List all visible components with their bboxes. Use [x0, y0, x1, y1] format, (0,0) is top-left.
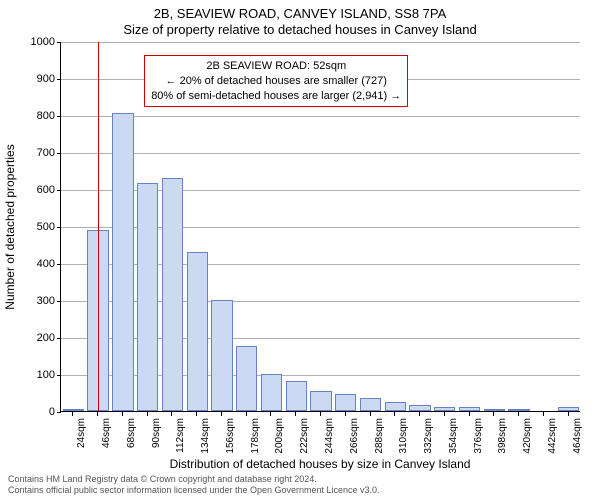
xtick-mark [72, 412, 73, 416]
bar [236, 346, 257, 411]
ytick-label: 900 [15, 73, 55, 85]
xtick-mark [444, 412, 445, 416]
ytick-label: 1000 [15, 36, 55, 48]
ytick-label: 600 [15, 184, 55, 196]
xtick-mark [270, 412, 271, 416]
xtick-label: 266sqm [349, 418, 360, 454]
xtick-mark [171, 412, 172, 416]
xtick-label: 68sqm [126, 418, 137, 448]
bar [211, 300, 232, 411]
ytick-mark [57, 412, 61, 413]
xtick-mark [370, 412, 371, 416]
bar [434, 407, 455, 411]
ytick-label: 500 [15, 221, 55, 233]
footer-line2: Contains official public sector informat… [8, 485, 380, 496]
ytick-mark [57, 227, 61, 228]
bar [360, 398, 381, 411]
bar [187, 252, 208, 411]
xtick-mark [320, 412, 321, 416]
xtick-label: 376sqm [473, 418, 484, 454]
xtick-label: 420sqm [522, 418, 533, 454]
ytick-mark [57, 79, 61, 80]
bar [162, 178, 183, 411]
bar [112, 113, 133, 411]
xtick-label: 24sqm [76, 418, 87, 448]
xtick-label: 156sqm [225, 418, 236, 454]
footer-attribution: Contains HM Land Registry data © Crown c… [8, 474, 380, 496]
bar [310, 391, 331, 411]
ytick-mark [57, 116, 61, 117]
gridline-h [61, 42, 580, 43]
xtick-label: 332sqm [423, 418, 434, 454]
ytick-mark [57, 375, 61, 376]
bar [558, 407, 579, 411]
xtick-label: 90sqm [151, 418, 162, 448]
bar [385, 402, 406, 411]
gridline-h [61, 153, 580, 154]
xtick-label: 134sqm [200, 418, 211, 454]
bar [137, 183, 158, 411]
ytick-label: 400 [15, 258, 55, 270]
ytick-label: 300 [15, 295, 55, 307]
bar [409, 405, 430, 411]
ytick-label: 200 [15, 332, 55, 344]
xtick-mark [518, 412, 519, 416]
bar [335, 394, 356, 411]
ytick-mark [57, 338, 61, 339]
ytick-mark [57, 264, 61, 265]
xtick-mark [469, 412, 470, 416]
annotation-line2: ← 20% of detached houses are smaller (72… [151, 74, 401, 89]
bar [63, 409, 84, 411]
footer-line1: Contains HM Land Registry data © Crown c… [8, 474, 380, 485]
annotation-box: 2B SEAVIEW ROAD: 52sqm ← 20% of detached… [144, 55, 408, 108]
ytick-mark [57, 153, 61, 154]
xtick-label: 398sqm [497, 418, 508, 454]
ytick-mark [57, 190, 61, 191]
xtick-label: 464sqm [572, 418, 583, 454]
chart-plot-area: 2B SEAVIEW ROAD: 52sqm ← 20% of detached… [60, 42, 580, 412]
xtick-mark [147, 412, 148, 416]
xtick-mark [493, 412, 494, 416]
xtick-mark [345, 412, 346, 416]
chart-title-line2: Size of property relative to detached ho… [0, 22, 600, 37]
xtick-mark [196, 412, 197, 416]
ytick-mark [57, 42, 61, 43]
xtick-label: 178sqm [250, 418, 261, 454]
annotation-line1: 2B SEAVIEW ROAD: 52sqm [151, 59, 401, 74]
ytick-mark [57, 301, 61, 302]
xtick-label: 310sqm [398, 418, 409, 454]
bar [286, 381, 307, 411]
xtick-label: 244sqm [324, 418, 335, 454]
bar [484, 409, 505, 411]
bar [508, 409, 529, 411]
gridline-h [61, 116, 580, 117]
xtick-mark [246, 412, 247, 416]
ytick-label: 700 [15, 147, 55, 159]
chart-title-line1: 2B, SEAVIEW ROAD, CANVEY ISLAND, SS8 7PA [0, 6, 600, 21]
bar [459, 407, 480, 411]
xtick-mark [122, 412, 123, 416]
xtick-mark [221, 412, 222, 416]
xtick-label: 222sqm [299, 418, 310, 454]
property-marker-line [98, 42, 99, 411]
ytick-label: 800 [15, 110, 55, 122]
x-axis-label: Distribution of detached houses by size … [60, 457, 580, 471]
xtick-mark [97, 412, 98, 416]
xtick-mark [394, 412, 395, 416]
xtick-label: 442sqm [547, 418, 558, 454]
xtick-label: 354sqm [448, 418, 459, 454]
xtick-mark [419, 412, 420, 416]
xtick-mark [295, 412, 296, 416]
ytick-label: 100 [15, 369, 55, 381]
xtick-label: 200sqm [274, 418, 285, 454]
xtick-label: 288sqm [374, 418, 385, 454]
ytick-label: 0 [15, 406, 55, 418]
xtick-mark [543, 412, 544, 416]
xtick-label: 112sqm [175, 418, 186, 453]
annotation-line3: 80% of semi-detached houses are larger (… [151, 89, 401, 104]
xtick-mark [568, 412, 569, 416]
xtick-label: 46sqm [101, 418, 112, 448]
bar [261, 374, 282, 411]
